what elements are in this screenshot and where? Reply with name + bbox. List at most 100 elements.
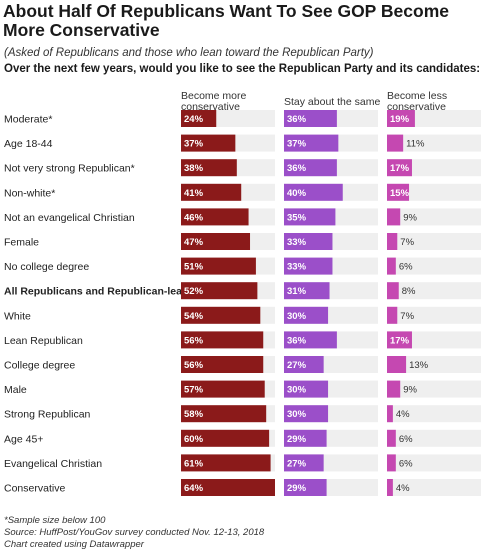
bar-track-non-white-less_conservative: [387, 183, 481, 201]
value-label-white-stay_same: 30%: [287, 311, 307, 322]
value-label-moderate-more_conservative: 24%: [184, 114, 204, 125]
value-label-white-less_conservative: 7%: [400, 311, 414, 322]
column-header-less-conservative: Become less conservative: [387, 91, 477, 113]
value-label-male-stay_same: 30%: [287, 385, 307, 396]
bar-white-less_conservative: [387, 306, 398, 324]
value-label-college-degree-more_conservative: 56%: [184, 360, 204, 371]
survey-question: Over the next few years, would you like …: [4, 63, 481, 75]
bar-track-no-college-degree-less_conservative: [387, 257, 481, 275]
row-label-non-white: Non-white*: [4, 187, 55, 199]
column-header-more-conservative-line1: Become more: [181, 90, 247, 102]
bar-non-white-less_conservative: [387, 183, 410, 201]
value-label-lean-republican-more_conservative: 56%: [184, 335, 204, 346]
value-label-female-more_conservative: 47%: [184, 237, 204, 248]
bar-age-18-44-stay_same: [284, 134, 339, 152]
bar-non-white-stay_same: [284, 183, 343, 201]
bar-not-very-strong-republican-more_conservative: [181, 159, 237, 177]
row-label-male: Male: [4, 384, 27, 396]
row-label-moderate: Moderate*: [4, 114, 52, 126]
bar-track-age-45-less_conservative: [387, 429, 481, 447]
value-label-age-45-more_conservative: 60%: [184, 434, 204, 445]
bar-track-not-an-evangelical-christian-less_conservative: [387, 208, 481, 226]
value-label-moderate-less_conservative: 19%: [390, 114, 410, 125]
row-label-not-an-evangelical-christian: Not an evangelical Christian: [4, 212, 135, 224]
bar-age-18-44-more_conservative: [181, 134, 236, 152]
bar-strong-republican-less_conservative: [387, 405, 393, 423]
value-label-not-an-evangelical-christian-more_conservative: 46%: [184, 212, 204, 223]
value-label-lean-republican-stay_same: 36%: [287, 335, 307, 346]
value-label-strong-republican-less_conservative: 4%: [396, 409, 410, 420]
row-label-college-degree: College degree: [4, 360, 75, 372]
bar-track-all-republicans-and-republican-leaners-less_conservative: [387, 282, 481, 300]
value-label-not-an-evangelical-christian-less_conservative: 9%: [403, 212, 417, 223]
bar-all-republicans-and-republican-leaners-more_conservative: [181, 282, 258, 300]
value-label-conservative-less_conservative: 4%: [396, 483, 410, 494]
value-label-all-republicans-and-republican-leaners-less_conservative: 8%: [402, 286, 416, 297]
footnote-source: Source: HuffPost/YouGov survey conducted…: [4, 527, 265, 538]
row-label-age-18-44: Age 18-44: [4, 138, 53, 150]
bar-evangelical-christian-stay_same: [284, 454, 324, 472]
row-label-lean-republican: Lean Republican: [4, 335, 83, 347]
bar-age-18-44-less_conservative: [387, 134, 404, 152]
grouped-bar-chart: Moderate* 24% 36% 19% Age 18-44 37% 37% 11% Not …: [4, 110, 481, 496]
row-label-all-republicans-and-republican-leaners: All Republicans and Republican-leaners: [4, 286, 204, 298]
value-label-no-college-degree-more_conservative: 51%: [184, 262, 204, 273]
row-label-evangelical-christian: Evangelical Christian: [4, 458, 102, 470]
bar-conservative-less_conservative: [387, 479, 393, 496]
value-label-female-less_conservative: 7%: [400, 237, 414, 248]
value-label-age-45-stay_same: 29%: [287, 434, 307, 445]
bar-female-stay_same: [284, 233, 333, 250]
bar-female-less_conservative: [387, 233, 398, 250]
row-label-white: White: [4, 310, 31, 322]
row-label-conservative: Conservative: [4, 483, 65, 495]
value-label-female-stay_same: 33%: [287, 237, 307, 248]
bar-white-stay_same: [284, 306, 329, 324]
value-label-not-an-evangelical-christian-stay_same: 35%: [287, 212, 307, 223]
value-label-conservative-stay_same: 29%: [287, 483, 307, 494]
value-label-college-degree-stay_same: 27%: [287, 360, 307, 371]
bar-strong-republican-stay_same: [284, 405, 329, 423]
bar-no-college-degree-less_conservative: [387, 257, 396, 275]
bar-not-very-strong-republican-less_conservative: [387, 159, 412, 177]
footnote-credit: Chart created using Datawrapper: [4, 539, 144, 550]
value-label-no-college-degree-stay_same: 33%: [287, 262, 307, 273]
row-label-no-college-degree: No college degree: [4, 261, 89, 273]
value-label-non-white-stay_same: 40%: [287, 188, 307, 199]
bar-moderate-stay_same: [284, 110, 337, 127]
row-label-female: Female: [4, 237, 39, 249]
bar-non-white-more_conservative: [181, 183, 242, 201]
bar-college-degree-stay_same: [284, 356, 324, 373]
value-label-non-white-less_conservative: 15%: [390, 188, 410, 199]
value-label-evangelical-christian-stay_same: 27%: [287, 458, 307, 469]
value-label-male-less_conservative: 9%: [403, 385, 417, 396]
value-label-all-republicans-and-republican-leaners-stay_same: 31%: [287, 286, 307, 297]
value-label-all-republicans-and-republican-leaners-more_conservative: 52%: [184, 286, 204, 297]
bar-evangelical-christian-less_conservative: [387, 454, 396, 472]
bar-all-republicans-and-republican-leaners-stay_same: [284, 282, 330, 300]
column-header-less-conservative-line1: Become less: [387, 90, 448, 102]
bar-track-conservative-less_conservative: [387, 479, 481, 496]
chart-title: About Half Of Republicans Want To See GO…: [3, 1, 449, 40]
value-label-age-18-44-more_conservative: 37%: [184, 139, 204, 150]
value-label-age-18-44-less_conservative: 11%: [406, 139, 425, 150]
value-label-not-very-strong-republican-more_conservative: 38%: [184, 163, 204, 174]
bar-not-an-evangelical-christian-more_conservative: [181, 208, 249, 226]
bar-strong-republican-more_conservative: [181, 405, 267, 423]
bar-male-more_conservative: [181, 380, 265, 398]
bar-college-degree-more_conservative: [181, 356, 264, 373]
bar-not-an-evangelical-christian-less_conservative: [387, 208, 401, 226]
value-label-no-college-degree-less_conservative: 6%: [399, 262, 413, 273]
bar-age-45-less_conservative: [387, 429, 396, 447]
row-label-not-very-strong-republican: Not very strong Republican*: [4, 163, 135, 175]
bar-track-age-18-44-less_conservative: [387, 134, 481, 152]
bar-not-very-strong-republican-stay_same: [284, 159, 337, 177]
value-label-strong-republican-stay_same: 30%: [287, 409, 307, 420]
value-label-non-white-more_conservative: 41%: [184, 188, 204, 199]
bar-male-less_conservative: [387, 380, 401, 398]
bar-track-white-less_conservative: [387, 306, 481, 324]
value-label-white-more_conservative: 54%: [184, 311, 204, 322]
bar-conservative-stay_same: [284, 479, 327, 496]
bar-female-more_conservative: [181, 233, 251, 250]
column-header-stay-same: Stay about the same: [284, 96, 381, 108]
value-label-college-degree-less_conservative: 13%: [409, 360, 429, 371]
